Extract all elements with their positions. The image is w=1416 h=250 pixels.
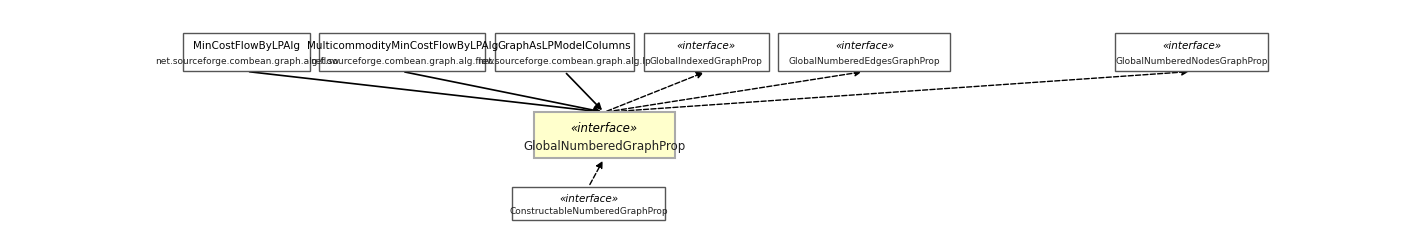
Text: «interface»: «interface» bbox=[835, 41, 893, 51]
Text: GlobalNumberedNodesGraphProp: GlobalNumberedNodesGraphProp bbox=[1116, 57, 1267, 66]
Text: «interface»: «interface» bbox=[677, 41, 736, 51]
Text: net.sourceforge.combean.graph.alg.lp: net.sourceforge.combean.graph.alg.lp bbox=[477, 57, 651, 66]
Text: MinCostFlowByLPAlg: MinCostFlowByLPAlg bbox=[193, 41, 300, 51]
Text: GlobalNumberedEdgesGraphProp: GlobalNumberedEdgesGraphProp bbox=[789, 57, 940, 66]
Text: «interface»: «interface» bbox=[571, 121, 637, 134]
FancyBboxPatch shape bbox=[534, 113, 674, 159]
Text: ConstructableNumberedGraphProp: ConstructableNumberedGraphProp bbox=[510, 206, 668, 216]
Text: MulticommodityMinCostFlowByLPAlg: MulticommodityMinCostFlowByLPAlg bbox=[306, 41, 498, 51]
FancyBboxPatch shape bbox=[319, 34, 486, 72]
FancyBboxPatch shape bbox=[643, 34, 769, 72]
Text: GlobalNumberedGraphProp: GlobalNumberedGraphProp bbox=[523, 140, 685, 152]
Text: GlobalIndexedGraphProp: GlobalIndexedGraphProp bbox=[650, 57, 763, 66]
Text: net.sourceforge.combean.graph.alg.flow: net.sourceforge.combean.graph.alg.flow bbox=[310, 57, 494, 66]
FancyBboxPatch shape bbox=[511, 187, 666, 220]
Text: net.sourceforge.combean.graph.alg.flow: net.sourceforge.combean.graph.alg.flow bbox=[154, 57, 338, 66]
Text: «interface»: «interface» bbox=[1163, 41, 1221, 51]
FancyBboxPatch shape bbox=[779, 34, 950, 72]
FancyBboxPatch shape bbox=[494, 34, 634, 72]
FancyBboxPatch shape bbox=[1114, 34, 1269, 72]
Text: GraphAsLPModelColumns: GraphAsLPModelColumns bbox=[497, 41, 632, 51]
FancyBboxPatch shape bbox=[183, 34, 310, 72]
Text: «interface»: «interface» bbox=[559, 193, 619, 203]
